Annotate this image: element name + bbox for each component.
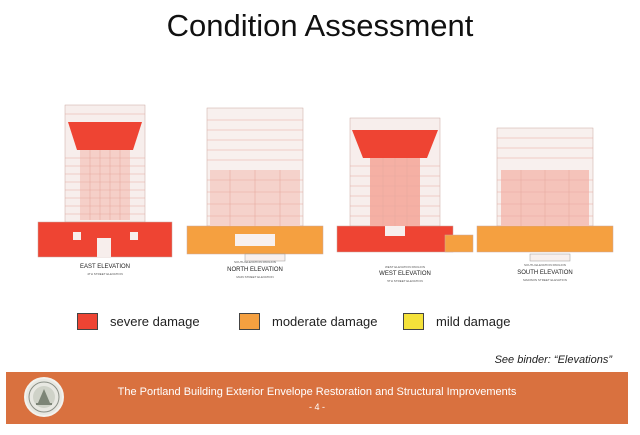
west-elevation: WEST ELEVATION PAVILION WEST ELEVATION 5…: [335, 100, 475, 283]
footer-title: The Portland Building Exterior Envelope …: [117, 386, 517, 398]
legend-moderate-label: moderate damage: [272, 314, 378, 329]
north-elevation: SOUTH ELEVATION PAVILION NORTH ELEVATION…: [185, 100, 325, 280]
south-elevation-label: SOUTH ELEVATION: [517, 270, 573, 276]
south-elevation: SOUTH ELEVATION PAVILION SOUTH ELEVATION…: [475, 100, 615, 282]
west-elevation-sublabel: 5TH STREET ELEVATION: [387, 279, 423, 283]
east-elevation-sublabel: 4TH STREET ELEVATION: [87, 272, 123, 276]
west-elevation-callout: WEST ELEVATION PAVILION: [384, 265, 426, 269]
north-elevation-label: NORTH ELEVATION: [227, 267, 283, 273]
footer-bar: The Portland Building Exterior Envelope …: [6, 372, 628, 424]
legend-mild-swatch: [403, 313, 424, 330]
legend-severe-swatch: [77, 313, 98, 330]
south-elevation-drawing: [476, 127, 614, 262]
west-elevation-label: WEST ELEVATION: [379, 271, 431, 277]
page-number: - 4 -: [308, 402, 325, 412]
east-elevation: EAST ELEVATION 4TH STREET ELEVATION: [35, 100, 175, 280]
north-elevation-drawing: [186, 107, 324, 262]
legend-mild-label: mild damage: [436, 314, 511, 329]
south-elevation-sublabel: MADISON STREET ELEVATION: [523, 278, 567, 282]
legend-moderate-swatch: [239, 313, 260, 330]
south-elevation-callout: SOUTH ELEVATION PAVILION: [524, 263, 566, 267]
north-elevation-callout: SOUTH ELEVATION PAVILION: [234, 260, 276, 264]
north-elevation-sublabel: MAIN STREET ELEVATION: [236, 275, 274, 279]
slide-title: Condition Assessment: [166, 8, 474, 43]
east-elevation-label: EAST ELEVATION: [79, 264, 130, 270]
west-elevation-drawing: [336, 117, 474, 253]
binder-note: See binder: “Elevations”: [494, 354, 612, 366]
legend-severe-label: severe damage: [110, 314, 200, 329]
east-elevation-drawing: [37, 104, 173, 258]
city-seal-icon: [24, 377, 64, 417]
